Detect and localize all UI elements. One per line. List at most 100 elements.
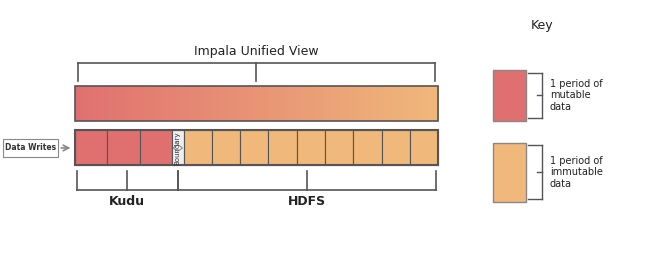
Bar	[211, 86, 215, 121]
Bar	[265, 86, 269, 121]
Bar	[3, 139, 58, 157]
Bar	[156, 86, 160, 121]
Bar	[435, 86, 439, 121]
Bar	[120, 86, 124, 121]
Bar	[180, 86, 184, 121]
Text: Boundary: Boundary	[175, 131, 181, 165]
Bar	[80, 86, 84, 121]
Bar	[293, 86, 297, 121]
Bar	[297, 130, 325, 165]
Bar	[275, 86, 278, 121]
Bar	[129, 86, 133, 121]
Bar	[374, 86, 378, 121]
Bar	[140, 130, 172, 165]
Bar	[75, 86, 79, 121]
Bar	[314, 86, 317, 121]
Bar	[135, 86, 139, 121]
Text: Kudu: Kudu	[109, 195, 145, 208]
Bar	[162, 86, 166, 121]
Bar	[387, 86, 390, 121]
Bar	[229, 86, 233, 121]
Bar	[184, 130, 212, 165]
Bar	[360, 86, 363, 121]
Text: Key: Key	[531, 19, 553, 32]
Bar	[365, 86, 369, 121]
Bar	[380, 86, 384, 121]
Bar	[405, 86, 408, 121]
Bar	[235, 86, 239, 121]
Bar	[350, 86, 354, 121]
Bar	[289, 86, 293, 121]
Bar	[323, 86, 326, 121]
Bar	[84, 86, 88, 121]
Bar	[311, 86, 315, 121]
Bar	[75, 86, 438, 121]
Bar	[244, 86, 248, 121]
Bar	[208, 86, 212, 121]
Bar	[196, 86, 199, 121]
Bar	[414, 86, 417, 121]
Bar	[278, 86, 281, 121]
Bar	[338, 86, 342, 121]
Bar	[344, 86, 348, 121]
Bar	[107, 130, 140, 165]
Bar	[287, 86, 290, 121]
Bar	[105, 86, 108, 121]
Bar	[78, 86, 81, 121]
Bar	[280, 86, 284, 121]
Bar	[371, 86, 375, 121]
Bar	[240, 130, 269, 165]
Bar	[99, 86, 103, 121]
Bar	[238, 86, 242, 121]
Bar	[247, 86, 251, 121]
Bar	[269, 86, 272, 121]
Bar	[178, 86, 181, 121]
Bar	[420, 86, 424, 121]
Bar	[299, 86, 302, 121]
Bar	[432, 86, 435, 121]
Bar	[199, 86, 202, 121]
Text: 1 period of
mutable
data: 1 period of mutable data	[550, 79, 602, 112]
Bar	[232, 86, 236, 121]
Bar	[347, 86, 351, 121]
Bar	[153, 86, 157, 121]
Bar	[362, 86, 366, 121]
Bar	[138, 86, 142, 121]
Bar	[75, 130, 107, 165]
Bar	[378, 86, 381, 121]
Bar	[396, 86, 399, 121]
Bar	[151, 86, 154, 121]
Bar	[493, 70, 526, 121]
Bar	[217, 86, 221, 121]
Bar	[332, 86, 336, 121]
Bar	[305, 86, 308, 121]
Text: Data Writes: Data Writes	[5, 143, 56, 153]
Bar	[260, 86, 263, 121]
Bar	[205, 86, 208, 121]
Bar	[226, 86, 230, 121]
Bar	[165, 86, 169, 121]
Bar	[410, 130, 438, 165]
Bar	[160, 86, 163, 121]
Bar	[169, 86, 172, 121]
Bar	[402, 86, 406, 121]
Bar	[369, 86, 372, 121]
Polygon shape	[173, 145, 182, 151]
Bar	[493, 143, 526, 202]
Bar	[96, 86, 99, 121]
Bar	[117, 86, 121, 121]
Bar	[341, 86, 345, 121]
Bar	[353, 86, 357, 121]
Bar	[326, 86, 330, 121]
Bar	[220, 86, 224, 121]
Bar	[335, 86, 339, 121]
Bar	[296, 86, 299, 121]
Bar	[202, 86, 206, 121]
Bar	[302, 86, 306, 121]
Bar	[382, 130, 410, 165]
Bar	[269, 130, 297, 165]
Bar	[325, 130, 353, 165]
Bar	[389, 86, 393, 121]
Text: Impala Unified View: Impala Unified View	[194, 45, 319, 58]
Bar	[144, 86, 148, 121]
